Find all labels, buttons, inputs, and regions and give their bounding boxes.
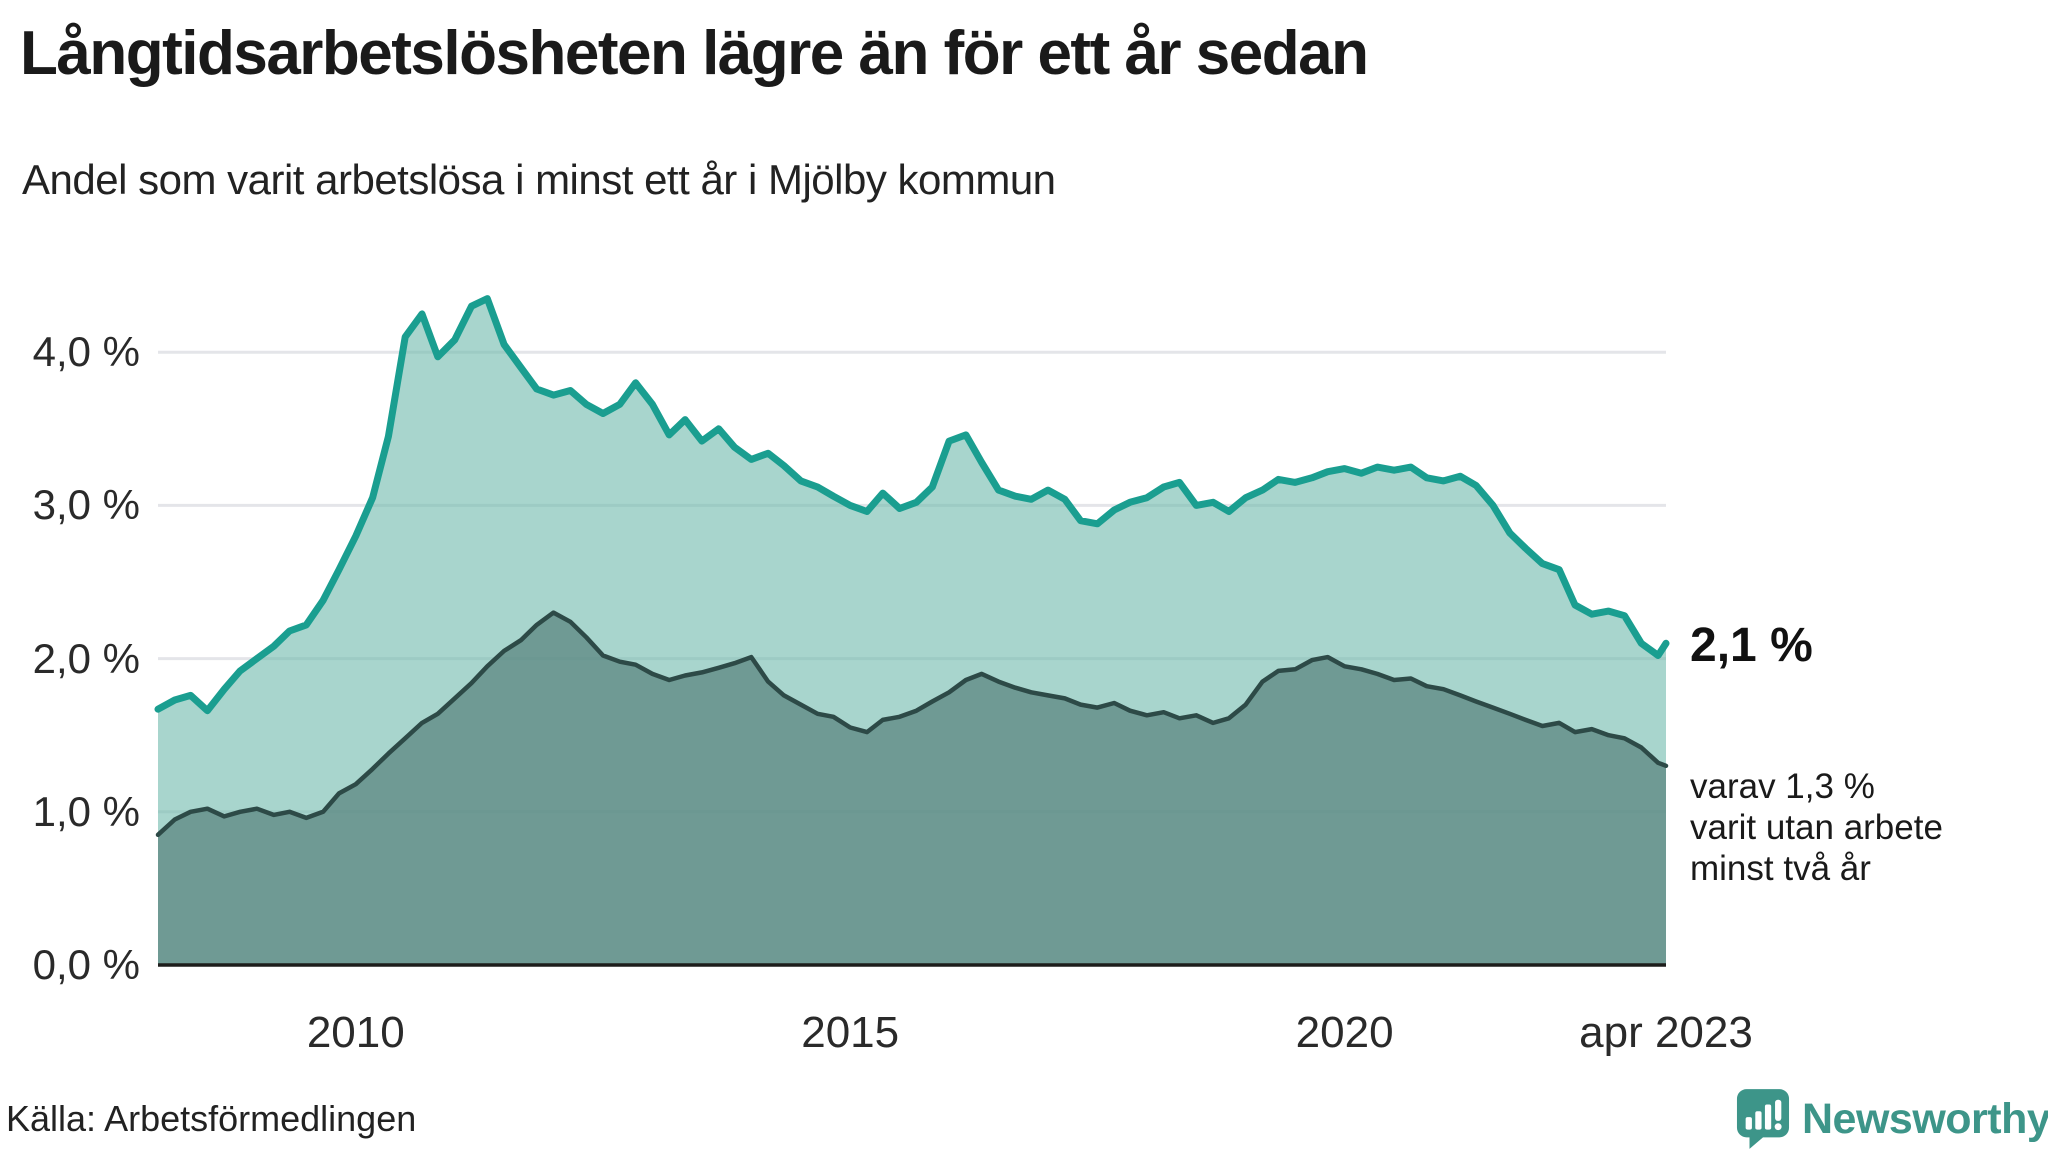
x-tick-label: 2010	[306, 1008, 405, 1057]
y-tick-label: 2,0 %	[32, 634, 140, 682]
y-tick-label: 3,0 %	[32, 481, 140, 529]
two-year-series-note: varav 1,3 % varit utan arbete minst två …	[1690, 766, 1943, 889]
y-tick-label: 1,0 %	[32, 787, 140, 835]
page-title: Långtidsarbetslösheten lägre än för ett …	[20, 19, 1369, 88]
source-note: Källa: Arbetsförmedlingen	[6, 1098, 417, 1139]
line-total	[154, 295, 1670, 715]
brand-logo: Newsworthy	[1736, 1088, 2048, 1150]
area-two-year	[158, 612, 1666, 965]
x-tick-label: 2020	[1295, 1008, 1394, 1057]
speech-bubble-chart-icon	[1736, 1089, 1790, 1149]
x-tick-label: apr 2023	[1579, 1008, 1753, 1057]
y-tick-label: 4,0 %	[32, 328, 140, 376]
x-tick-label: 2015	[801, 1008, 900, 1057]
line-two-year	[155, 610, 1669, 838]
page-subtitle: Andel som varit arbetslösa i minst ett å…	[22, 156, 1056, 203]
note-line: varit utan arbete	[1690, 808, 1943, 847]
y-tick-label: 0,0 %	[32, 941, 140, 988]
brand-name: Newsworthy	[1802, 1094, 2048, 1143]
series-end-value-label: 2,1 %	[1690, 619, 1813, 672]
note-line: minst två år	[1690, 849, 1871, 888]
note-line: varav 1,3 %	[1690, 767, 1875, 806]
